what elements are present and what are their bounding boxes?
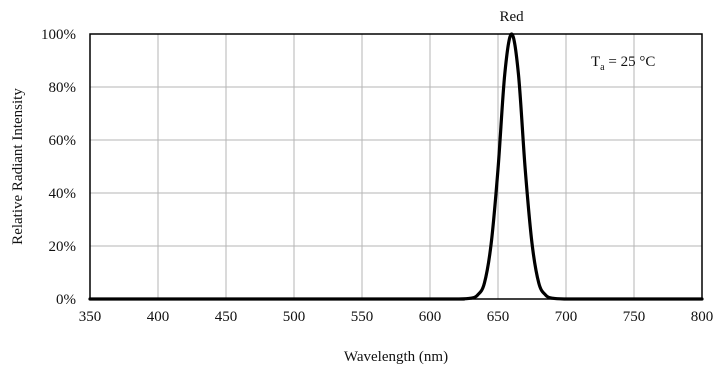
y-tick-label: 60% [49,133,77,149]
y-tick-label: 80% [49,80,77,96]
plot-area [89,33,703,300]
y-tick-label: 40% [49,186,77,202]
y-axis-title: Relative Radiant Intensity [10,88,26,245]
x-tick-label: 500 [283,309,306,325]
grid-lines [90,34,702,299]
x-tick-label: 750 [623,309,646,325]
y-tick-label: 100% [41,27,76,43]
series-label-red: Red [500,9,525,25]
x-axis-title: Wavelength (nm) [344,349,448,365]
y-tick-label: 20% [49,239,77,255]
y-axis-ticks: 0% 20% 40% 60% 80% 100% [41,27,76,308]
series-layer [88,32,704,301]
x-tick-label: 650 [487,309,510,325]
x-tick-label: 450 [215,309,238,325]
condition-symbol: T [591,54,600,70]
series-line-red [88,32,704,301]
condition-subscript: a [600,62,605,73]
x-tick-label: 550 [351,309,374,325]
temperature-condition: Ta = 25 °C [591,54,655,73]
x-tick-label: 400 [147,309,170,325]
x-axis-ticks: 350 400 450 500 550 600 650 700 750 800 [79,309,714,325]
x-tick-label: 800 [691,309,714,325]
x-tick-label: 700 [555,309,578,325]
x-tick-label: 350 [79,309,102,325]
x-tick-label: 600 [419,309,442,325]
y-tick-label: 0% [56,292,76,308]
condition-value: = 25 °C [605,54,656,70]
